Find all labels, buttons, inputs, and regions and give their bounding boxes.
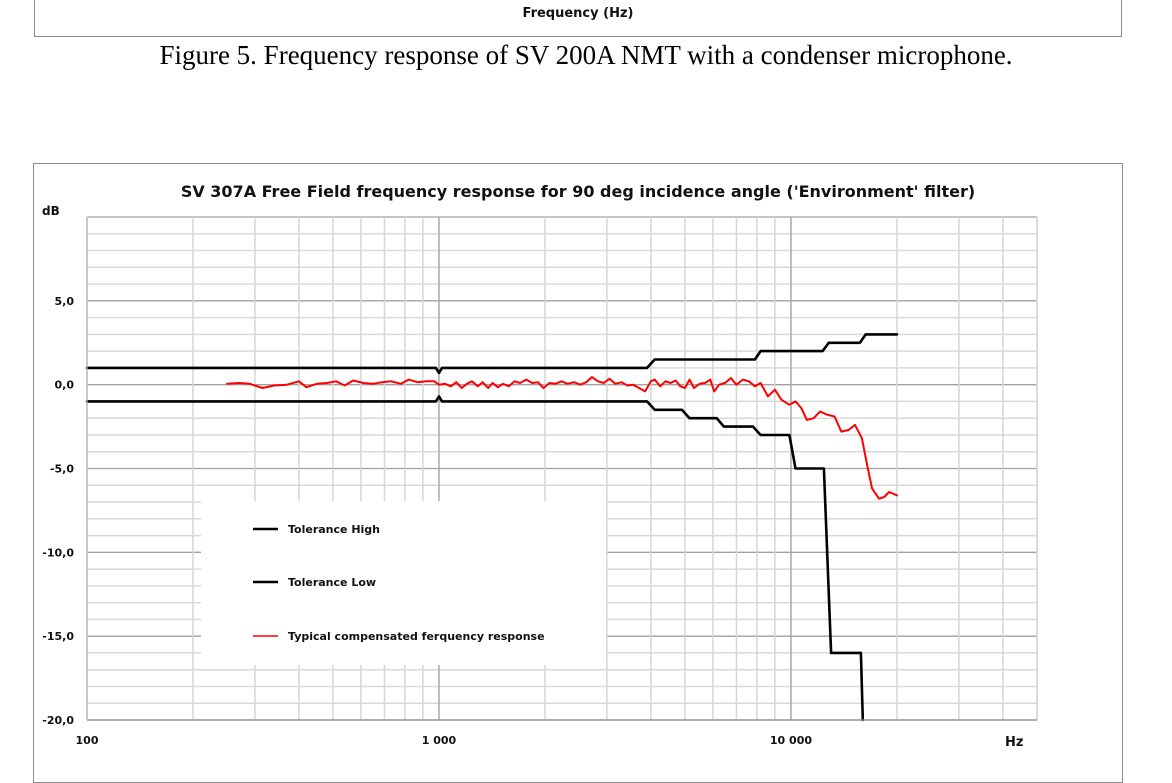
legend: Tolerance High Tolerance Low Typical compe…: [253, 523, 545, 643]
legend-label: Tolerance High: [288, 523, 380, 536]
x-tick-label: 1 000: [422, 734, 457, 747]
y-tick-label: -15,0: [42, 630, 74, 643]
legend-label: Tolerance Low: [288, 576, 376, 589]
y-tick-label: -10,0: [42, 546, 74, 559]
previous-figure-xlabel: Frequency (Hz): [522, 6, 634, 21]
previous-figure-frame: Frequency (Hz): [34, 0, 1122, 37]
y-tick-label: 5,0: [55, 295, 75, 308]
series-line-2: [226, 376, 898, 500]
y-tick-label: -5,0: [50, 463, 74, 476]
figure-caption: Figure 5. Frequency response of SV 200A …: [159, 40, 1013, 70]
series-line-0: [85, 333, 899, 375]
series-group: [85, 333, 899, 722]
y-tick-label: -20,0: [42, 714, 74, 727]
series-line-1: [85, 395, 865, 722]
x-tick-label: 10 000: [770, 734, 812, 747]
y-axis-label: dB: [42, 204, 60, 218]
x-tick-label: 100: [76, 734, 99, 747]
y-tick-label: 0,0: [55, 379, 75, 392]
legend-label: Typical compensated ferquency response: [288, 630, 545, 643]
x-axis-label: Hz: [1005, 735, 1023, 750]
chart-title: SV 307A Free Field frequency response fo…: [181, 182, 975, 201]
